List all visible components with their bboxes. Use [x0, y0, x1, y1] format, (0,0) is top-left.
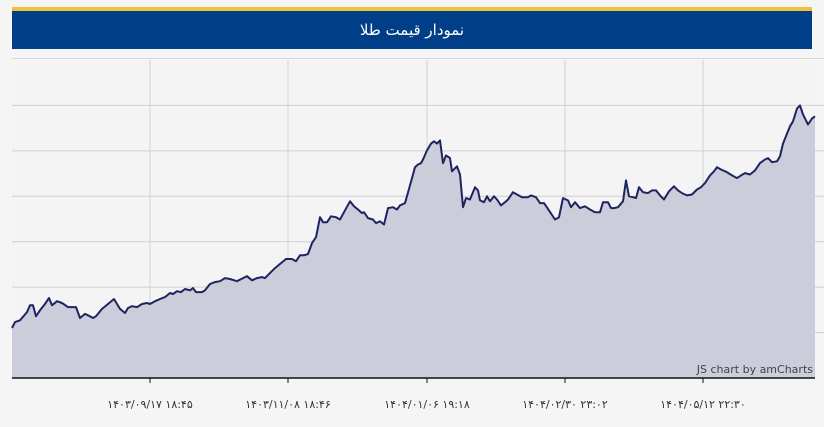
- x-tick-label: ۱۴۰۴/۰۲/۳۰ ۲۳:۰۲: [522, 398, 608, 411]
- chart-title: نمودار قیمت طلا: [359, 21, 465, 39]
- divider: [12, 58, 824, 59]
- area-fill: [12, 105, 815, 379]
- header-accent-bar: [12, 7, 812, 11]
- chart-header: نمودار قیمت طلا: [12, 11, 812, 49]
- amcharts-credit-link[interactable]: JS chart by amCharts: [696, 363, 813, 376]
- x-tick-label: ۱۴۰۴/۰۵/۱۲ ۲۲:۳۰: [660, 398, 746, 411]
- x-tick-label: ۱۴۰۳/۱۱/۰۸ ۱۸:۴۶: [245, 398, 331, 411]
- x-tick-label: ۱۴۰۴/۰۱/۰۶ ۱۹:۱۸: [384, 398, 470, 411]
- price-line: [11, 104, 816, 329]
- x-tick-label: ۱۴۰۳/۰۹/۱۷ ۱۸:۴۵: [107, 398, 193, 411]
